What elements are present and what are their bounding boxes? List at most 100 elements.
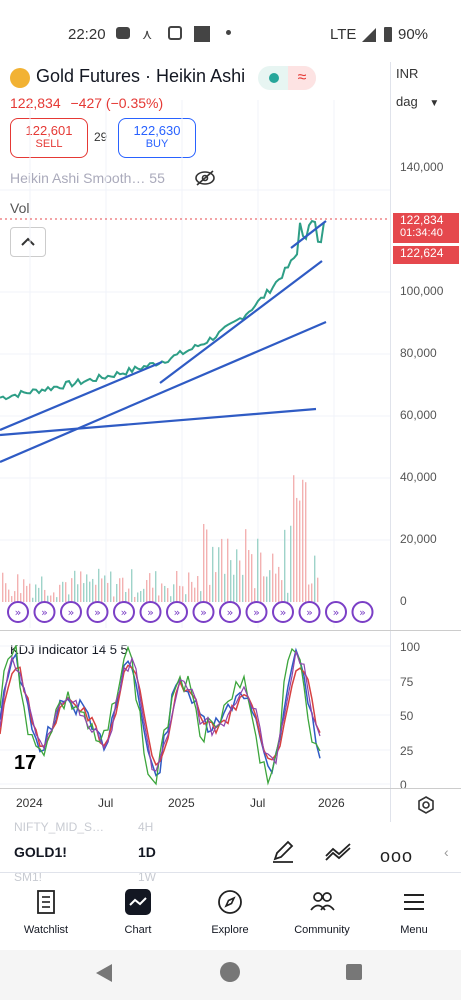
event-marker-glyph: » <box>306 606 313 619</box>
volume-bar <box>173 584 175 602</box>
volume-bar <box>272 553 274 602</box>
buy-button[interactable]: 122,630 BUY <box>118 118 196 158</box>
volume-bar <box>170 596 172 602</box>
event-marker-icon <box>113 601 135 623</box>
volume-bar <box>113 596 115 602</box>
y-tick: 60,000 <box>400 408 437 422</box>
event-marker-icon <box>219 601 241 623</box>
tab-watchlist[interactable]: Watchlist <box>0 888 92 936</box>
volume-label[interactable]: Vol <box>10 200 30 216</box>
pane-divider[interactable] <box>0 630 461 631</box>
status-bar: 22:20 ⋏ LTE 90% <box>0 0 461 70</box>
interval-selector[interactable]: 1D <box>138 844 156 860</box>
last-price: 122,834 <box>10 95 61 111</box>
volume-bar <box>206 529 208 602</box>
volume-bar <box>38 587 40 602</box>
volume-bar <box>29 583 31 602</box>
settings-icon[interactable] <box>416 795 436 815</box>
trendline-2 <box>0 360 163 432</box>
x-tick: 2026 <box>318 796 345 810</box>
kdj-tick: 25 <box>400 744 414 758</box>
event-marker-glyph: » <box>68 606 75 619</box>
sell-button[interactable]: 122,601 SELL <box>10 118 88 158</box>
prev-interval[interactable]: 4H <box>138 820 154 834</box>
volume-bar <box>62 581 64 602</box>
volume-bar <box>278 566 280 602</box>
event-marker-glyph: » <box>41 606 48 619</box>
prev-symbol[interactable]: NIFTY_MID_S… <box>14 820 105 834</box>
tab-menu[interactable]: Menu <box>368 888 460 936</box>
volume-bar <box>2 572 4 602</box>
volume-bar <box>32 597 34 602</box>
volume-tick: 0 <box>400 594 407 608</box>
volume-bar <box>56 597 58 602</box>
trend-lines <box>0 220 327 464</box>
collapse-legend-button[interactable] <box>10 227 46 257</box>
check-icon <box>168 26 182 40</box>
scale-dropdown[interactable]: dag ▼ <box>396 94 452 118</box>
volume-bar <box>59 584 61 602</box>
chat-icon <box>116 27 130 39</box>
price-chart[interactable]: » » » » » » » » » » » » » » <box>0 100 390 628</box>
drawing-tools-icon[interactable] <box>270 838 296 864</box>
chart-icon <box>125 889 151 915</box>
spread: 29 <box>94 130 108 144</box>
volume-bar <box>65 582 67 602</box>
battery-icon <box>384 27 392 42</box>
price-axis[interactable] <box>390 62 461 822</box>
volume-bar <box>44 589 46 602</box>
volume-bar <box>125 591 127 602</box>
more-icon[interactable]: ooo <box>380 846 414 866</box>
event-marker-glyph: » <box>121 606 128 619</box>
event-marker-icon <box>351 601 374 623</box>
trendline-1 <box>0 407 317 437</box>
volume-bar <box>290 525 292 602</box>
volume-bar <box>242 574 244 602</box>
volume-bar <box>122 577 124 602</box>
hide-indicator-icon[interactable] <box>194 168 215 186</box>
symbol-selector[interactable]: GOLD1! <box>14 844 67 860</box>
event-marker-icon <box>60 601 82 623</box>
event-marker-glyph: » <box>174 606 181 619</box>
volume-bar <box>20 593 22 602</box>
volume-bar <box>95 584 97 602</box>
indicators-icon[interactable] <box>324 840 352 862</box>
recents-icon[interactable] <box>346 964 362 980</box>
volume-bar <box>80 571 82 602</box>
back-icon[interactable] <box>96 964 112 982</box>
volume-bar <box>128 588 130 602</box>
home-icon[interactable] <box>220 962 240 982</box>
currency-dropdown[interactable]: INR <box>396 66 452 90</box>
volume-bar <box>194 587 196 602</box>
volume-bar <box>179 585 181 602</box>
volume-bar <box>41 576 43 602</box>
status-time: 22:20 <box>68 26 106 43</box>
volume-bar <box>317 577 319 602</box>
volume-bar <box>227 538 229 602</box>
tab-chart[interactable]: Chart <box>92 888 184 936</box>
menu-icon <box>404 894 424 910</box>
volume-bar <box>47 595 49 602</box>
market-status-toggle[interactable]: ≈ <box>258 66 316 90</box>
tab-label: Chart <box>124 924 152 936</box>
tab-community[interactable]: Community <box>276 888 368 936</box>
tab-explore[interactable]: Explore <box>184 888 276 936</box>
countdown: 01:34:40 <box>400 227 443 239</box>
event-markers: » » » » » » » » » » » » » » <box>7 601 374 623</box>
volume-bar <box>200 591 202 602</box>
y-tick: 100,000 <box>400 284 444 298</box>
volume-bar <box>98 568 100 602</box>
chart-title[interactable]: Gold Futures · Heikin Ashi <box>36 66 246 86</box>
volume-bar <box>224 573 226 602</box>
volume-bar <box>251 554 253 602</box>
indicator-heikin-ashi-smoothed[interactable]: Heikin Ashi Smooth… 55 <box>10 170 165 186</box>
chevron-left-icon[interactable]: ‹ <box>444 844 449 860</box>
chevron-down-icon: ▼ <box>429 98 440 109</box>
kdj-chart[interactable] <box>0 636 390 788</box>
next-symbol[interactable]: SM1! <box>14 870 43 884</box>
next-interval[interactable]: 1W <box>138 870 156 884</box>
x-tick: Jul <box>98 796 114 810</box>
volume-bar <box>134 596 136 602</box>
volume-bar <box>14 591 16 602</box>
volume-bar <box>182 586 184 602</box>
